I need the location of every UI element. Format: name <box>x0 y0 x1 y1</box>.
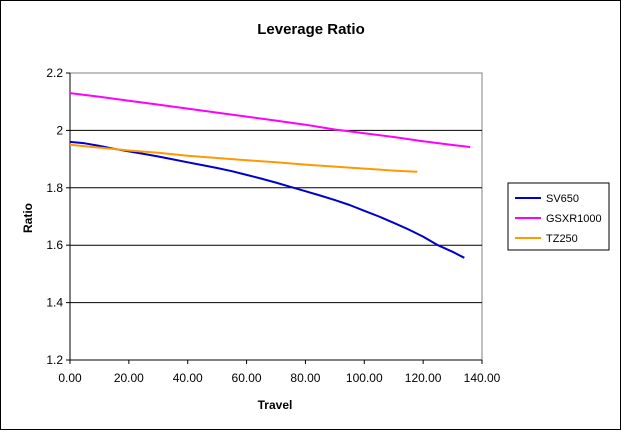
gridlines <box>69 73 482 361</box>
y-tick-label: 1.4 <box>46 296 63 310</box>
series-line-sv650 <box>69 140 465 259</box>
series-line-gsxr1000 <box>69 92 471 148</box>
chart-title: Leverage Ratio <box>257 21 365 38</box>
y-tick-label: 2.2 <box>46 66 63 80</box>
legend: SV650 GSXR1000 TZ250 <box>507 182 610 251</box>
legend-items: SV650 GSXR1000 TZ250 <box>515 193 602 245</box>
y-tick-label: 1.2 <box>46 353 63 367</box>
y-tick-label: 1.8 <box>46 181 63 195</box>
series-lines <box>69 92 471 259</box>
series-line-tz250 <box>69 143 418 173</box>
plot-area <box>69 72 483 361</box>
x-axis-ticks: 0.00 20.00 40.00 60.00 80.00 100.00 120.00 140.… <box>58 360 501 385</box>
x-tick-label: 100.00 <box>346 371 383 385</box>
legend-label-tz250: TZ250 <box>546 233 578 245</box>
x-axis-title: Travel <box>258 398 293 412</box>
x-tick-label: 0.00 <box>58 371 82 385</box>
x-tick-label: 20.00 <box>114 371 144 385</box>
y-axis-ticks: 1.2 1.4 1.6 1.8 2 2.2 <box>46 66 70 367</box>
x-tick-label: 80.00 <box>290 371 320 385</box>
x-tick-label: 40.00 <box>173 371 203 385</box>
legend-label-gsxr1000: GSXR1000 <box>546 213 602 225</box>
y-axis-title: Ratio <box>21 203 35 233</box>
y-tick-label: 1.6 <box>46 238 63 252</box>
x-tick-label: 140.00 <box>464 371 501 385</box>
legend-label-sv650: SV650 <box>546 193 579 205</box>
y-tick-label: 2 <box>56 123 63 137</box>
x-tick-label: 60.00 <box>232 371 262 385</box>
x-tick-label: 120.00 <box>405 371 442 385</box>
